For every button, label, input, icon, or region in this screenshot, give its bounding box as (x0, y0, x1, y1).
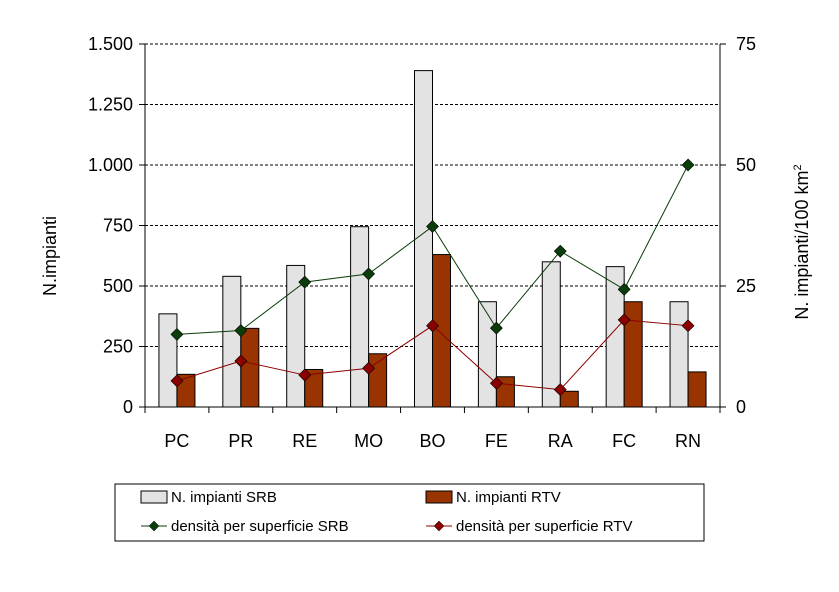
bar-rtv-pr (240, 327, 260, 408)
marker-rtv-pr (234, 354, 248, 368)
x-tick-label-rn: RN (675, 431, 701, 451)
right-axis-ticks: 0 25 50 75 (720, 34, 756, 417)
x-tick-label-fe: FE (485, 431, 508, 451)
right-tick-label: 75 (736, 34, 756, 54)
bar-srb-re (286, 264, 306, 408)
right-axis-title-superscript: 2 (792, 164, 804, 170)
legend-srb-density-swatch-marker (148, 520, 160, 532)
legend-rtv-bars-swatch (425, 490, 453, 504)
marker-rtv-fe (489, 376, 503, 390)
bar-srb-rn (669, 301, 689, 408)
bar-srb-bo (414, 70, 433, 408)
marker-srb-re (298, 275, 312, 289)
left-axis-title: N.impianti (40, 216, 60, 296)
marker-rtv-re (298, 368, 312, 382)
marker-rtv-ra (553, 383, 567, 397)
x-tick-label-fc: FC (612, 431, 636, 451)
marker-srb-fe (489, 321, 503, 335)
right-axis-title-main: N. impianti/100 km (792, 171, 812, 320)
bar-srb-pc (158, 313, 178, 408)
bar-srb-mo (350, 226, 370, 408)
legend-rtv-density-swatch-marker (433, 520, 445, 532)
left-tick-label: 750 (103, 216, 133, 236)
right-tick-label: 0 (736, 397, 746, 417)
marker-srb-bo (426, 220, 439, 233)
bar-rtv-ra (559, 390, 579, 408)
bar-srb-pr (222, 275, 242, 408)
bar-rtv-rn (687, 371, 707, 408)
bar-srb-fe (477, 301, 497, 408)
marker-srb-rn (681, 158, 695, 172)
left-tick-label: 1.500 (88, 34, 133, 54)
legend-srb-bars-swatch (140, 490, 168, 504)
x-tick-label-re: RE (292, 431, 317, 451)
left-tick-label: 0 (123, 397, 133, 417)
right-axis-title: N. impianti/100 km2 (792, 164, 812, 319)
right-tick-label: 50 (736, 155, 756, 175)
marker-rtv-mo (362, 361, 376, 375)
left-tick-label: 500 (103, 276, 133, 296)
marker-srb-ra (553, 244, 567, 258)
x-tick-label-pr: PR (228, 431, 253, 451)
legend: N. impianti SRB N. impianti RTV densità pe… (114, 483, 705, 542)
legend-rtv-density-label: densità per superficie RTV (456, 518, 632, 535)
x-tick-label-pc: PC (164, 431, 189, 451)
x-tick-label-mo: MO (354, 431, 383, 451)
x-axis-ticks: PC PR RE MO BO FE RA FC RN (164, 431, 701, 451)
marker-rtv-rn (681, 319, 695, 333)
legend-box (114, 483, 705, 542)
marker-srb-mo (362, 267, 376, 281)
marker-srb-pc (170, 327, 184, 341)
marker-rtv-pc (170, 374, 184, 388)
left-tick-label: 1.250 (88, 95, 133, 115)
left-tick-label: 250 (103, 337, 133, 357)
marker-srb-fc (617, 282, 631, 296)
line-series (170, 158, 695, 397)
marker-rtv-bo (426, 319, 439, 333)
legend-rtv-bars-label: N. impianti RTV (456, 489, 561, 506)
x-tick-label-bo: BO (419, 431, 445, 451)
bar-rtv-bo (432, 254, 451, 408)
marker-srb-pr (234, 324, 248, 337)
left-axis-ticks: 0 250 500 750 1.000 1.250 1.500 (88, 34, 145, 417)
legend-srb-density-label: densità per superficie SRB (171, 518, 349, 535)
x-tick-label-ra: RA (548, 431, 573, 451)
right-tick-label: 25 (736, 276, 756, 296)
marker-rtv-fc (617, 313, 631, 327)
left-tick-label: 1.000 (88, 155, 133, 175)
legend-srb-bars-label: N. impianti SRB (171, 489, 277, 506)
bar-srb-ra (541, 261, 561, 408)
